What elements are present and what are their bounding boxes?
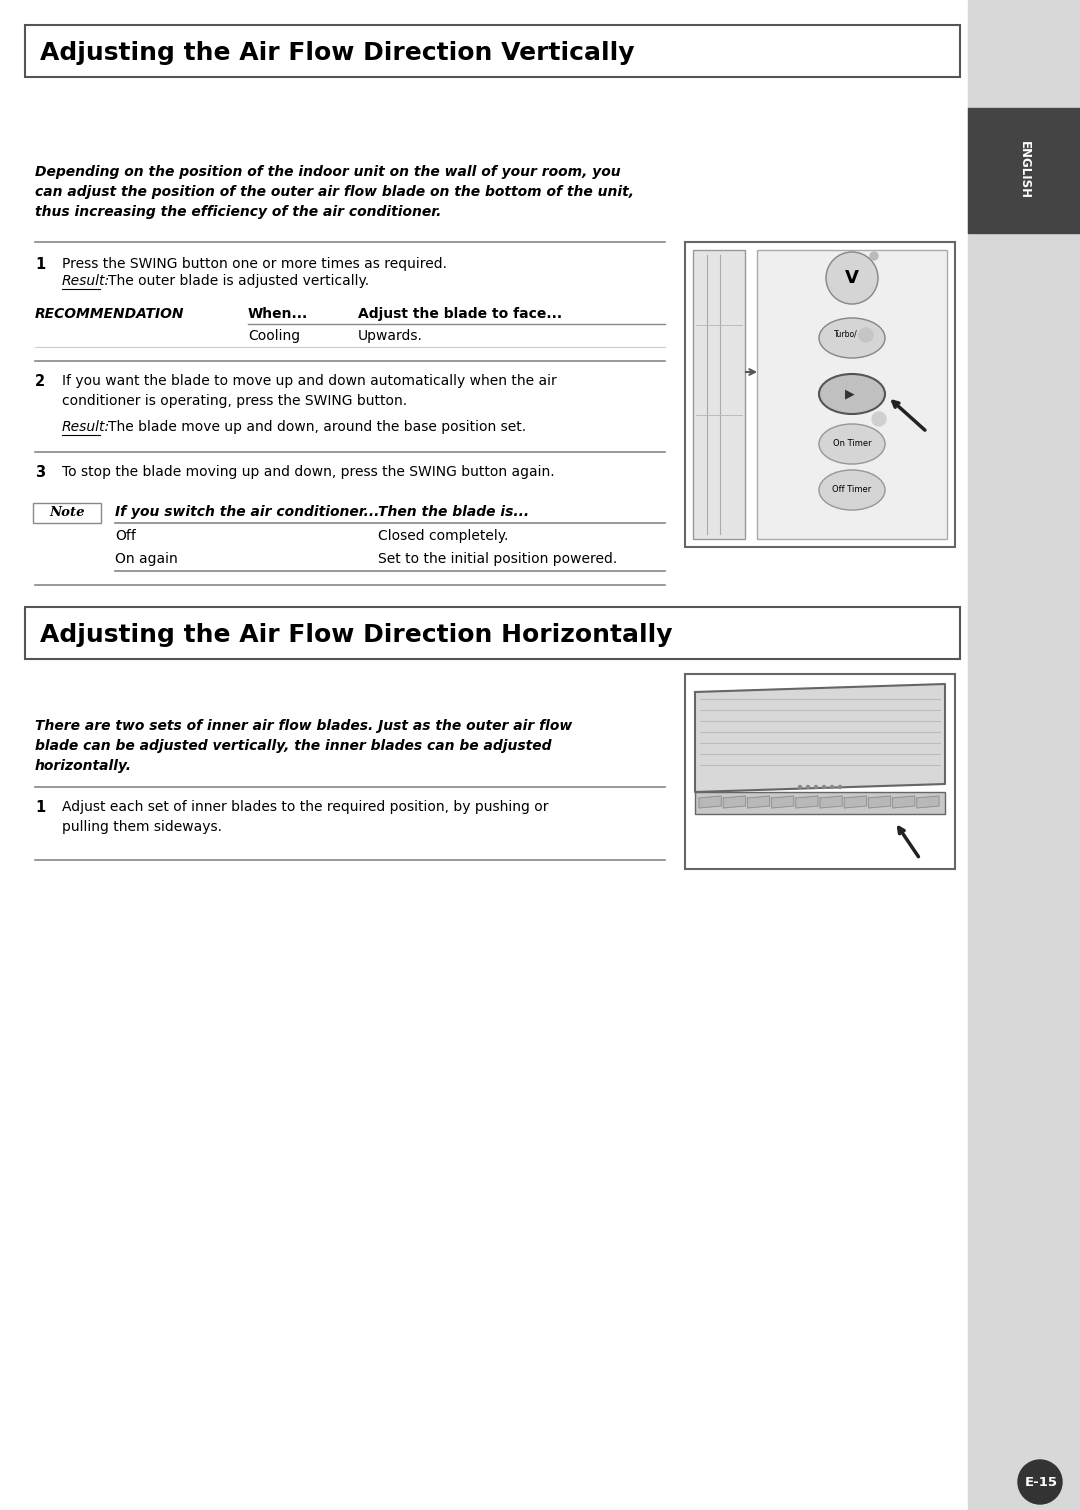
Text: On Timer: On Timer [833,439,872,448]
Bar [685,673,955,868]
Bar [968,109,1080,233]
Polygon shape [771,796,794,808]
Text: Adjusting the Air Flow Direction Horizontally: Adjusting the Air Flow Direction Horizon… [40,624,673,646]
Polygon shape [868,796,891,808]
Polygon shape [892,796,915,808]
Circle shape [870,252,878,260]
Text: ENGLISH: ENGLISH [1017,140,1030,199]
Text: RECOMMENDATION: RECOMMENDATION [35,307,185,322]
Text: Off: Off [114,528,136,544]
Text: 3: 3 [35,465,45,480]
Circle shape [859,328,873,341]
Text: Depending on the position of the indoor unit on the wall of your room, you
can a: Depending on the position of the indoor … [35,165,634,219]
Bar [696,793,945,814]
Text: E-15: E-15 [1025,1477,1057,1489]
Circle shape [1018,1460,1062,1504]
Circle shape [831,785,834,788]
Text: Note: Note [50,506,84,519]
Circle shape [823,785,825,788]
Text: 1: 1 [35,800,45,815]
Text: When...: When... [248,307,308,322]
Text: If you switch the air conditioner...: If you switch the air conditioner... [114,504,379,519]
Polygon shape [820,796,842,808]
Text: Set to the initial position powered.: Set to the initial position powered. [378,553,618,566]
Text: Upwards.: Upwards. [357,329,423,343]
Circle shape [814,785,818,788]
Text: 1: 1 [35,257,45,272]
Bar [968,0,1080,1510]
Circle shape [807,785,810,788]
Text: To stop the blade moving up and down, press the SWING button again.: To stop the blade moving up and down, pr… [62,465,555,479]
Text: The blade move up and down, around the base position set.: The blade move up and down, around the b… [108,420,526,433]
Text: Closed completely.: Closed completely. [378,528,509,544]
Bar [25,26,960,77]
Text: 2: 2 [35,374,45,390]
Circle shape [826,252,878,304]
Polygon shape [696,684,945,793]
Text: There are two sets of inner air flow blades. Just as the outer air flow
blade ca: There are two sets of inner air flow bla… [35,719,572,773]
Polygon shape [917,796,939,808]
Ellipse shape [819,470,885,510]
Bar [757,251,947,539]
Text: Adjusting the Air Flow Direction Vertically: Adjusting the Air Flow Direction Vertica… [40,41,635,65]
Text: Adjust the blade to face...: Adjust the blade to face... [357,307,562,322]
Circle shape [838,785,841,788]
Bar [25,607,960,658]
Text: Then the blade is...: Then the blade is... [378,504,529,519]
Text: ▶: ▶ [846,388,854,400]
Bar [685,242,955,547]
Text: Cooling: Cooling [248,329,300,343]
Ellipse shape [819,424,885,464]
Text: Result:: Result: [62,420,110,433]
Polygon shape [845,796,866,808]
Circle shape [798,785,801,788]
Bar [33,503,102,522]
Bar [693,251,745,539]
Ellipse shape [819,319,885,358]
Polygon shape [724,796,745,808]
Text: Turbo/: Turbo/ [834,329,858,338]
Polygon shape [699,796,721,808]
Text: Result:: Result: [62,273,110,288]
Text: Adjust each set of inner blades to the required position, by pushing or
pulling : Adjust each set of inner blades to the r… [62,800,549,834]
Polygon shape [747,796,770,808]
Text: The outer blade is adjusted vertically.: The outer blade is adjusted vertically. [108,273,369,288]
Text: If you want the blade to move up and down automatically when the air
conditioner: If you want the blade to move up and dow… [62,374,557,408]
Text: V: V [845,269,859,287]
Text: Off Timer: Off Timer [833,486,872,494]
Text: Press the SWING button one or more times as required.: Press the SWING button one or more times… [62,257,447,270]
Text: On again: On again [114,553,178,566]
Circle shape [872,412,886,426]
Ellipse shape [819,374,885,414]
Polygon shape [796,796,818,808]
